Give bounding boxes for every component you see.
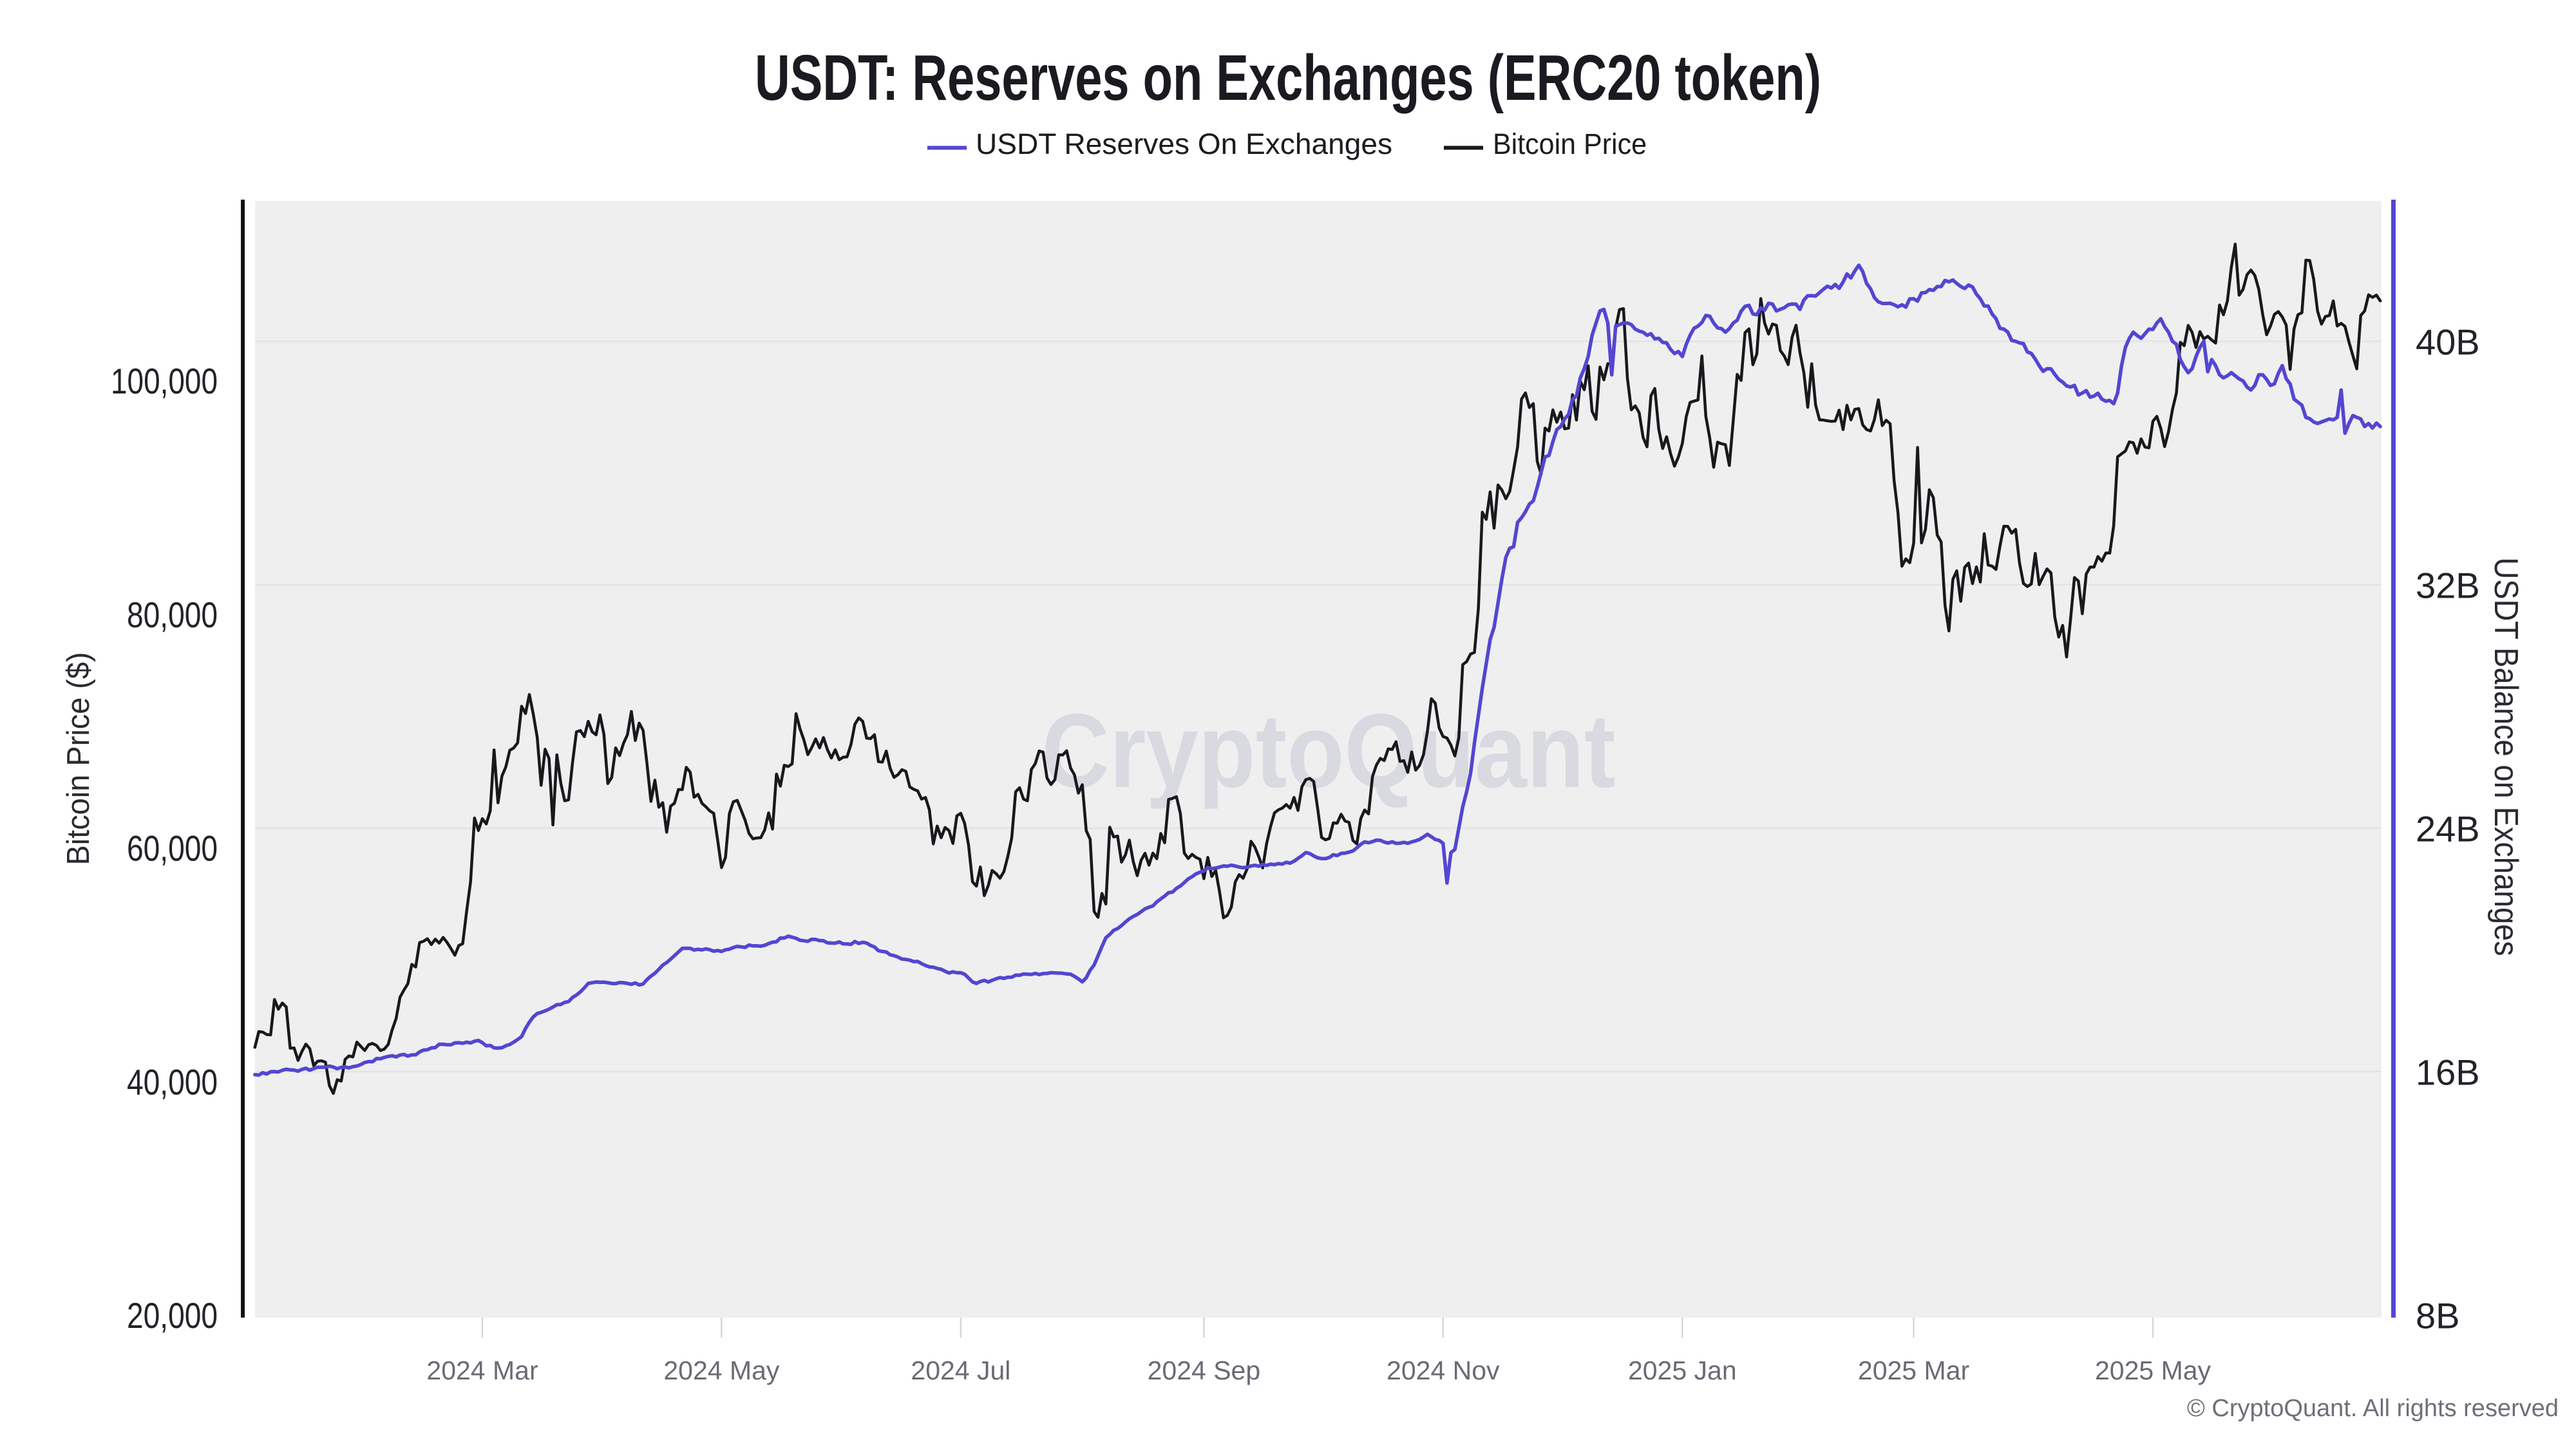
svg-text:2024 Jul: 2024 Jul: [911, 1356, 1010, 1385]
svg-text:16B: 16B: [2416, 1052, 2480, 1093]
svg-text:20,000: 20,000: [127, 1295, 218, 1336]
svg-text:2024 Sep: 2024 Sep: [1148, 1356, 1261, 1385]
svg-text:2024 Nov: 2024 Nov: [1387, 1356, 1500, 1385]
svg-text:100,000: 100,000: [111, 361, 218, 401]
svg-text:60,000: 60,000: [127, 828, 218, 869]
svg-text:Bitcoin Price ($): Bitcoin Price ($): [61, 652, 96, 866]
svg-text:USDT Balance on Exchanges: USDT Balance on Exchanges: [2487, 558, 2524, 956]
svg-text:2025 Jan: 2025 Jan: [1628, 1356, 1737, 1385]
svg-text:2025 Mar: 2025 Mar: [1858, 1356, 1969, 1385]
svg-text:40B: 40B: [2416, 322, 2480, 363]
svg-text:80,000: 80,000: [127, 594, 218, 635]
svg-text:40,000: 40,000: [127, 1061, 218, 1102]
svg-text:24B: 24B: [2416, 809, 2480, 849]
svg-text:32B: 32B: [2416, 565, 2480, 606]
svg-text:Bitcoin Price: Bitcoin Price: [1493, 128, 1647, 160]
svg-text:8B: 8B: [2416, 1296, 2460, 1336]
svg-text:© CryptoQuant. All rights rese: © CryptoQuant. All rights reserved: [2187, 1395, 2559, 1422]
svg-text:USDT: Reserves on Exchanges (E: USDT: Reserves on Exchanges (ERC20 token…: [755, 42, 1821, 114]
svg-text:CryptoQuant: CryptoQuant: [1042, 692, 1616, 810]
svg-text:USDT Reserves On Exchanges: USDT Reserves On Exchanges: [976, 128, 1392, 160]
svg-text:2025 May: 2025 May: [2095, 1356, 2211, 1385]
svg-text:2024 Mar: 2024 Mar: [426, 1356, 538, 1385]
svg-text:2024 May: 2024 May: [663, 1356, 780, 1385]
